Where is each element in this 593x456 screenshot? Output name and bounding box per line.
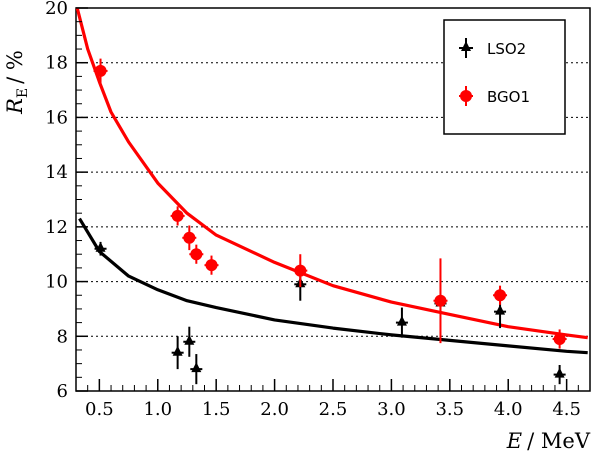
data-point-bgo1 <box>170 206 185 226</box>
fit-curves <box>75 7 588 355</box>
marker <box>554 367 565 378</box>
y-tick-label: 10 <box>45 272 68 293</box>
data-point-lso2 <box>190 354 203 385</box>
data-point-bgo1 <box>93 58 108 84</box>
fit-curve-lso2 <box>78 217 588 355</box>
data-point-bgo1 <box>293 254 308 288</box>
y-tick-label: 20 <box>45 0 68 19</box>
x-tick-label: 2.0 <box>260 399 289 420</box>
data-point-bgo1 <box>189 244 204 264</box>
data-point-lso2 <box>94 241 107 256</box>
marker <box>191 362 202 373</box>
x-tick-label: 3.0 <box>377 399 406 420</box>
marker <box>183 231 196 244</box>
marker <box>184 334 195 345</box>
marker <box>190 248 203 261</box>
data-point-lso2 <box>171 336 184 370</box>
data-point-bgo1 <box>204 255 219 275</box>
marker <box>434 294 447 307</box>
marker <box>205 259 218 272</box>
data-point-bgo1 <box>182 225 197 251</box>
legend-marker-lso2 <box>459 38 473 58</box>
data-point-bgo1 <box>493 285 508 305</box>
y-tick-label: 8 <box>57 326 68 347</box>
marker <box>171 209 184 222</box>
x-tick-label: 4.0 <box>494 399 523 420</box>
marker <box>495 304 506 315</box>
data-points <box>93 58 567 385</box>
data-point-lso2 <box>395 307 408 338</box>
marker <box>494 289 507 302</box>
data-point-lso2 <box>553 365 566 385</box>
grid <box>76 62 590 337</box>
data-point-lso2 <box>183 326 196 357</box>
y-tick-label: 14 <box>45 162 68 183</box>
x-tick-label: 4.5 <box>552 399 581 420</box>
y-axis-var: R <box>3 98 27 115</box>
marker <box>95 241 106 252</box>
marker <box>294 264 307 277</box>
y-axis-sub: E <box>15 88 31 98</box>
ticks: 6 8 10 12 14 16 18 20 0.5 1.0 1.5 2.0 2.5 3.0 3.5 4.0 4.… <box>45 0 591 420</box>
marker <box>94 64 107 77</box>
x-tick-label: 1.0 <box>143 399 172 420</box>
fit-curve-bgo1 <box>75 7 588 340</box>
legend-label-bgo1: BGO1 <box>487 88 530 106</box>
x-tick-label: 3.5 <box>435 399 464 420</box>
x-tick-label: 2.5 <box>319 399 348 420</box>
x-tick-label: 1.5 <box>202 399 231 420</box>
legend-marker-bgo1 <box>459 86 473 106</box>
x-tick-label: 0.5 <box>85 399 114 420</box>
x-axis-var: E <box>506 429 522 453</box>
marker <box>553 333 566 346</box>
x-axis-unit: / MeV <box>527 429 591 453</box>
data-point-bgo1 <box>552 329 567 349</box>
y-axis-unit: / % <box>3 50 27 84</box>
marker <box>396 315 407 326</box>
legend-box <box>443 19 566 135</box>
x-axis-title: E / MeV <box>506 429 591 453</box>
data-point-bgo1 <box>433 258 448 344</box>
y-tick-label: 18 <box>45 53 68 74</box>
legend: LSO2 BGO1 <box>443 19 566 135</box>
y-axis-title: RE / % <box>3 50 31 115</box>
y-tick-label: 16 <box>45 107 68 128</box>
legend-label-lso2: LSO2 <box>487 40 526 58</box>
y-tick-label: 12 <box>45 217 68 238</box>
y-tick-label: 6 <box>57 381 68 402</box>
marker <box>172 345 183 356</box>
